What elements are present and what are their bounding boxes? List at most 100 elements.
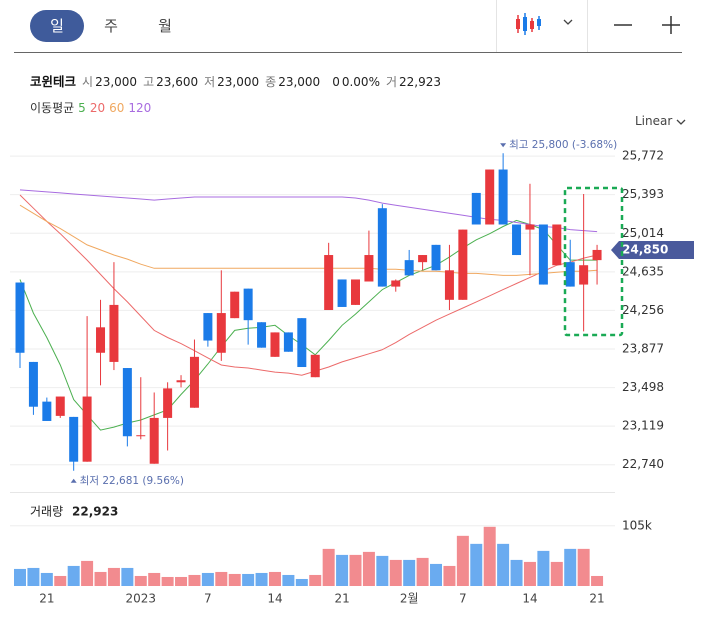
candle-body — [525, 224, 535, 230]
high-annotation: 최고 25,800 (-3.68%) — [509, 139, 617, 151]
candle-body — [176, 380, 186, 383]
ma-line — [19, 204, 598, 276]
candle-body — [270, 332, 280, 357]
volume-bar — [27, 567, 40, 586]
y-tick-label: 23,119 — [622, 419, 664, 433]
x-tick-label: 2월 — [400, 592, 419, 606]
volume-bar — [577, 548, 590, 586]
ma-legend-entry: 120 — [128, 101, 152, 115]
candle-body — [96, 327, 106, 353]
volume-bar — [322, 548, 335, 586]
x-tick-label: 2023 — [126, 592, 157, 606]
candle-body — [471, 192, 481, 225]
volume-bar — [416, 557, 429, 586]
volume-bar — [483, 526, 496, 586]
info-label: 고 — [143, 75, 155, 89]
volume-bar — [107, 567, 120, 586]
x-tick-label: 21 — [334, 592, 349, 606]
volume-bar — [134, 575, 147, 586]
scale-label[interactable]: Linear — [635, 114, 673, 128]
candle-body — [283, 332, 293, 352]
candle-body — [257, 322, 267, 348]
volume-bar — [228, 573, 241, 586]
candle-body — [310, 354, 320, 378]
candle-body — [579, 265, 589, 285]
chart-type-icon[interactable] — [516, 13, 541, 35]
volume-bar — [175, 576, 188, 586]
volume-value: 22,923 — [72, 505, 118, 519]
ma-legend: 이동평균 5 20 60 120 — [30, 99, 151, 116]
candle-body — [230, 291, 240, 319]
y-tick-label: 23,498 — [622, 380, 664, 394]
ma-legend-entry: 60 — [109, 101, 125, 115]
y-tick-label: 24,256 — [622, 303, 664, 317]
x-tick-label: 14 — [522, 592, 537, 606]
y-tick-label: 23,877 — [622, 341, 664, 355]
plot: 22,740 23,119 23,498 23,877 24,256 24,635 25,0… — [10, 139, 694, 606]
volume-bar — [336, 554, 349, 586]
candle-body — [391, 280, 401, 287]
ma-line — [19, 194, 598, 376]
candle-body — [28, 361, 38, 407]
candle-body — [565, 262, 575, 287]
volume-bar — [550, 561, 563, 586]
y-tick-label: 25,393 — [622, 187, 664, 201]
volume-bar — [443, 565, 456, 586]
candle-body — [216, 313, 226, 353]
volume-bar — [94, 571, 107, 586]
info-value: 22,923 — [399, 75, 442, 89]
info-value: 23,000 — [95, 75, 138, 89]
candle-body — [203, 313, 213, 341]
info-label: 거 — [385, 75, 398, 89]
candle-body — [69, 416, 79, 462]
ma-label: 이동평균 — [30, 101, 75, 115]
chevron[interactable] — [563, 19, 573, 25]
candle-body — [122, 368, 132, 437]
y-tick-label: 24,635 — [622, 264, 664, 278]
change-rate: 0.00% — [341, 75, 380, 89]
candle-body — [337, 279, 347, 307]
info-label: 시 — [82, 75, 94, 89]
candle-body — [15, 282, 25, 353]
price-info: 코윈테크 시 23,000 고 23,600 저 23,000 종 23,000 0 0.00% 거 2… — [30, 71, 447, 90]
volume-bar — [376, 555, 389, 586]
period-tab[interactable]: 월 — [158, 17, 172, 35]
last-price-label: 24,850 — [622, 242, 668, 256]
y-tick-label: 25,772 — [622, 149, 664, 163]
volume-bar — [497, 543, 510, 586]
volume-bar — [67, 565, 80, 586]
candle-body — [552, 224, 562, 266]
volume-bar — [564, 548, 577, 586]
volume-bar — [14, 568, 26, 586]
x-tick-label: 21 — [39, 592, 54, 606]
last-price-tag — [611, 240, 694, 259]
candle-body — [592, 249, 602, 261]
ma-legend-entry: 5 — [78, 101, 86, 115]
y-tick-label: 22,740 — [622, 457, 664, 471]
chevron — [676, 119, 686, 125]
candle-body — [458, 229, 468, 300]
candle-body — [297, 318, 307, 368]
volume-bar — [268, 571, 281, 586]
candle-body — [404, 260, 414, 276]
period-tab[interactable]: 주 — [104, 17, 118, 35]
volume-bar — [591, 575, 604, 586]
ma-line — [19, 219, 598, 431]
candle-body — [364, 255, 374, 282]
candle-body — [324, 255, 334, 311]
low-annotation: 최저 22,681 (9.56%) — [80, 475, 184, 487]
volume-bar — [523, 561, 536, 586]
candle-body — [243, 288, 253, 321]
volume-bar — [54, 575, 67, 586]
volume-bar — [537, 550, 550, 586]
candle-body — [163, 388, 173, 418]
period-tab[interactable]: 일 — [30, 10, 84, 42]
volume-bar — [161, 576, 174, 586]
zoom-in[interactable] — [662, 16, 680, 34]
scale-toggle[interactable]: Linear — [635, 114, 686, 128]
candle-body — [136, 435, 146, 437]
info-value: 23,000 — [217, 75, 260, 89]
volume-bar — [148, 572, 161, 586]
